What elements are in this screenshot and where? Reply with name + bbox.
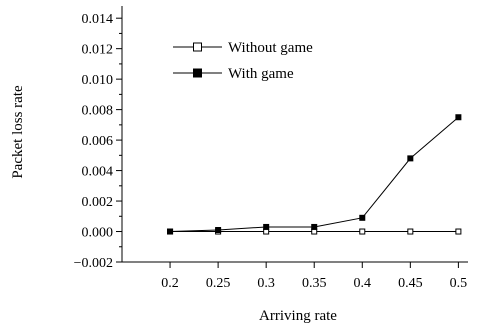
data-point: [455, 228, 462, 235]
y-tick-label: 0.014: [82, 12, 114, 27]
series-line: [170, 116, 459, 233]
x-tick-label: 0.5: [450, 276, 468, 291]
legend-label: Without game: [228, 40, 313, 56]
legend-marker: [193, 68, 202, 78]
legend-label: With game: [228, 66, 294, 82]
y-tick-label: −0.002: [74, 256, 113, 271]
legend: Without game With game: [173, 40, 313, 82]
data-point: [455, 114, 462, 121]
legend-marker: [193, 42, 202, 52]
data-point: [167, 228, 174, 235]
x-ticks: 0.2 0.25 0.3 0.35 0.4 0.45 0.5: [161, 262, 467, 291]
x-axis-title: Arriving rate: [259, 308, 337, 324]
x-tick-label: 0.25: [206, 276, 231, 291]
legend-entry-0: Without game: [173, 40, 313, 56]
y-axis-title: Packet loss rate: [10, 85, 26, 179]
series-layer: [167, 114, 462, 235]
y-tick-label: 0.004: [82, 165, 114, 180]
y-ticks: −0.002 0.000 0.002 0.004 0.006 0.008 0.010 0.01…: [74, 12, 122, 271]
data-point: [407, 228, 414, 235]
y-tick-label: 0.010: [82, 73, 114, 88]
data-point: [215, 227, 222, 233]
data-point: [263, 223, 270, 230]
y-tick-label: 0.000: [82, 226, 114, 241]
legend-entry-1: With game: [173, 66, 294, 82]
y-tick-label: 0.008: [82, 104, 114, 119]
data-point: [407, 155, 414, 162]
x-tick-label: 0.2: [161, 276, 179, 291]
data-point: [359, 228, 366, 235]
y-tick-label: 0.012: [82, 43, 114, 58]
x-tick-label: 0.45: [398, 276, 423, 291]
y-tick-label: 0.002: [82, 195, 114, 210]
x-tick-label: 0.4: [354, 276, 372, 291]
y-tick-label: 0.006: [82, 134, 114, 149]
x-tick-label: 0.35: [302, 276, 327, 291]
x-tick-label: 0.3: [257, 276, 275, 291]
series-1: [167, 114, 462, 235]
data-point: [311, 223, 318, 230]
data-point: [359, 214, 366, 221]
